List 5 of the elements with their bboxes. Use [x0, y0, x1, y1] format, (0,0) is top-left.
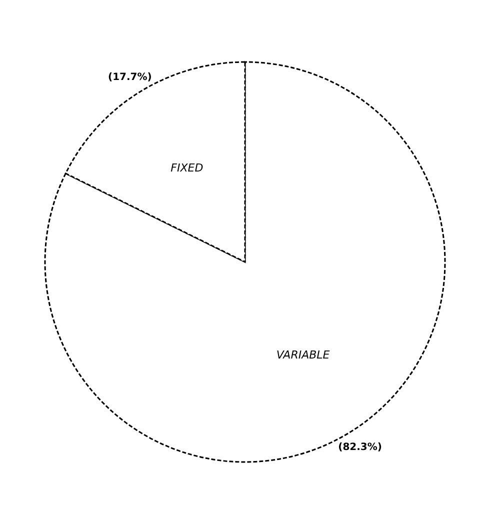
- pie-slice: [44, 61, 446, 463]
- data-label: (17.7%): [108, 72, 152, 83]
- slice-label: FIXED: [170, 162, 204, 175]
- data-label: (82.3%): [338, 442, 382, 454]
- slice-label: VARIABLE: [276, 348, 330, 362]
